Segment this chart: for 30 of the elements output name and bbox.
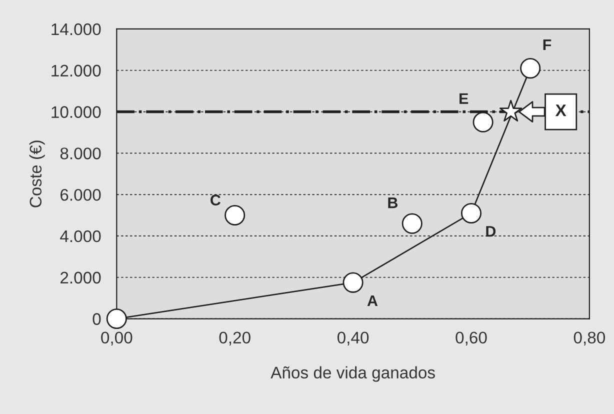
- y-tick-label: 10.000: [52, 106, 101, 118]
- y-tick-label: 12.000: [52, 64, 101, 77]
- point: [460, 202, 482, 224]
- x-tick-label: 0,60: [456, 332, 487, 346]
- x-tick-label: 0,80: [574, 332, 606, 346]
- x-tick-label: 0,20: [219, 332, 250, 346]
- point: [472, 112, 494, 132]
- annotation: F: [543, 40, 552, 50]
- y-axis-title: Coste (€): [29, 140, 45, 208]
- y-tick-label: 2.000: [60, 272, 101, 284]
- x-tick-label: 0,40: [337, 332, 369, 346]
- y-tick-label: 8.000: [60, 148, 101, 160]
- point: [106, 308, 127, 330]
- y-tick-label: 6.000: [60, 188, 101, 201]
- x-axis-title: Años de vida ganados: [270, 366, 435, 382]
- annotation: X: [555, 104, 566, 116]
- point: [520, 58, 541, 79]
- y-tick-label: 0: [92, 313, 101, 325]
- annotation: B: [388, 198, 398, 208]
- point: [499, 100, 522, 122]
- annotation: C: [210, 194, 221, 206]
- y-tick-label: 4.000: [60, 230, 101, 242]
- point: [342, 272, 364, 293]
- annotation: D: [486, 226, 496, 237]
- point: [224, 205, 246, 226]
- annotation: E: [460, 93, 468, 104]
- annotation: A: [367, 295, 378, 306]
- y-tick-label: 14.000: [52, 23, 101, 36]
- x-tick-label: 0,00: [101, 332, 132, 346]
- point: [402, 213, 422, 234]
